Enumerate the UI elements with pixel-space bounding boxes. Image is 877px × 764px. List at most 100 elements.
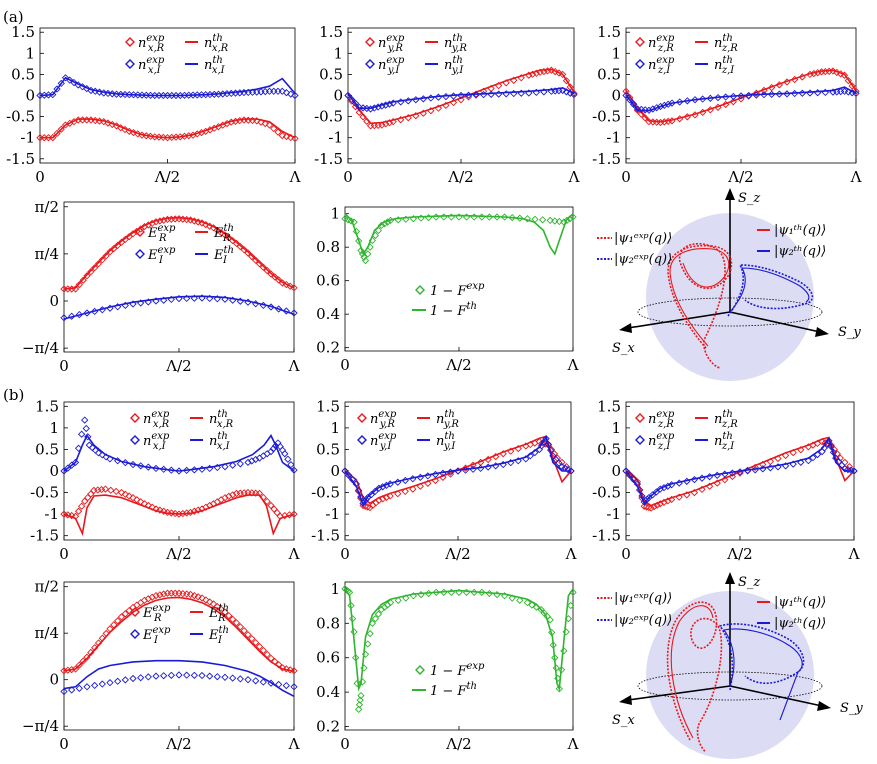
data-point-marker — [129, 674, 137, 683]
legend-label: Eexp R — [142, 603, 171, 624]
legend-label: nexp y,I — [378, 55, 405, 76]
data-point-marker — [229, 615, 237, 623]
data-point-marker — [394, 490, 402, 498]
y-tick-label: -1.5 — [30, 527, 59, 545]
legend-label: nexp x,I — [138, 55, 165, 76]
x-tick-label: 0 — [340, 545, 350, 563]
y-tick-label: -0.5 — [30, 484, 59, 502]
bloch-a-legend-exp1: |ψ₁ᵉˣᵖ(q)⟩ — [614, 231, 672, 246]
data-point-marker — [363, 494, 372, 502]
data-point-marker — [57, 79, 65, 88]
data-point-marker — [640, 502, 648, 510]
data-point-marker — [508, 594, 516, 602]
data-point-marker — [270, 505, 278, 513]
data-point-marker — [186, 590, 195, 599]
data-point-marker — [259, 452, 267, 460]
data-point-marker — [137, 599, 145, 607]
data-point-marker — [129, 494, 137, 502]
data-point-marker — [71, 458, 80, 467]
legend-label: Eth I — [213, 245, 234, 266]
legend-label: nth y,R — [444, 33, 467, 54]
x-tick-label: Λ — [565, 545, 577, 563]
data-point-marker — [275, 276, 283, 284]
legend-marker — [415, 285, 425, 295]
data-point-marker — [160, 672, 168, 680]
data-point-marker — [367, 490, 376, 499]
data-point-marker — [232, 619, 241, 627]
legend-marker — [635, 37, 645, 47]
legend-label: nexp z,R — [648, 33, 675, 54]
legend-marker — [415, 665, 425, 675]
data-point-marker — [75, 310, 83, 319]
bloch-b-equator — [637, 671, 823, 701]
data-point-marker — [478, 588, 486, 596]
data-point-marker — [551, 217, 559, 225]
x-tick-label: 0 — [59, 545, 69, 563]
data-point-marker — [804, 457, 813, 465]
data-point-marker — [98, 256, 106, 264]
x-tick-label: 0 — [621, 168, 631, 186]
data-point-marker — [377, 221, 386, 230]
data-point-marker — [555, 685, 563, 693]
y-tick-label: -0.5 — [311, 484, 340, 502]
data-point-marker — [137, 674, 145, 682]
data-point-marker — [112, 487, 120, 496]
data-point-marker — [77, 430, 86, 438]
data-point-marker — [440, 213, 448, 221]
chart-b-F-frame — [344, 581, 574, 731]
bloch-b-sy-label: S_y — [840, 701, 863, 716]
x-tick-label: Λ/2 — [727, 168, 753, 186]
part-b-label: (b) — [3, 386, 24, 404]
data-point-marker — [267, 501, 275, 510]
x-tick-label: 0 — [340, 735, 350, 753]
y-tick-label: 1.5 — [319, 23, 343, 41]
data-point-marker — [356, 696, 364, 704]
y-tick-label: 1 — [25, 44, 35, 62]
data-point-marker — [114, 677, 122, 685]
data-point-marker — [229, 461, 237, 469]
legend-label: Eexp I — [142, 625, 171, 646]
data-point-marker — [213, 226, 221, 234]
data-point-marker — [528, 601, 536, 609]
data-point-marker — [175, 671, 183, 679]
data-point-marker — [361, 256, 370, 265]
bloch-a-sy-axis — [729, 311, 821, 333]
x-tick-label: Λ/2 — [165, 735, 191, 753]
data-point-marker — [357, 691, 365, 700]
data-point-marker — [144, 673, 152, 681]
data-point-marker — [252, 677, 260, 685]
data-point-marker — [386, 599, 395, 607]
data-point-marker — [267, 447, 275, 456]
legend-label: nth x,R — [209, 409, 234, 430]
bloch-a-sz-arrow — [725, 188, 735, 200]
data-point-marker — [290, 667, 298, 675]
data-point-marker — [362, 495, 370, 504]
data-point-marker — [183, 509, 191, 517]
data-point-marker — [550, 450, 559, 458]
data-point-marker — [236, 675, 244, 683]
data-point-marker — [560, 647, 568, 655]
y-tick-label: 1.5 — [597, 397, 621, 415]
data-point-marker — [240, 246, 248, 254]
data-point-marker — [74, 444, 83, 452]
data-point-marker — [194, 593, 202, 601]
series-line — [344, 213, 574, 256]
data-point-marker — [291, 91, 299, 100]
data-point-marker — [74, 507, 83, 515]
data-point-marker — [213, 673, 221, 681]
y-tick-label: 0 — [611, 462, 621, 480]
legend-label: nth z,R — [714, 409, 738, 430]
data-point-marker — [221, 673, 229, 681]
data-point-marker — [257, 118, 265, 126]
y-tick-label: -1.5 — [311, 527, 340, 545]
data-point-marker — [91, 681, 99, 690]
bloch-b-exp1-curve — [666, 601, 723, 753]
chart-b-nx-legend: nexp x,R nth x,R nexp x,I nth x,I — [130, 409, 234, 452]
chart-b-ny-legend: nexp y,R nth y,R nexp y,I nth y,I — [357, 409, 459, 452]
data-point-marker — [248, 634, 256, 643]
bloch-a-equator — [637, 297, 823, 327]
series-line — [344, 588, 574, 692]
legend-label: nth y,I — [436, 431, 456, 452]
y-tick-label: 1.5 — [35, 397, 59, 415]
